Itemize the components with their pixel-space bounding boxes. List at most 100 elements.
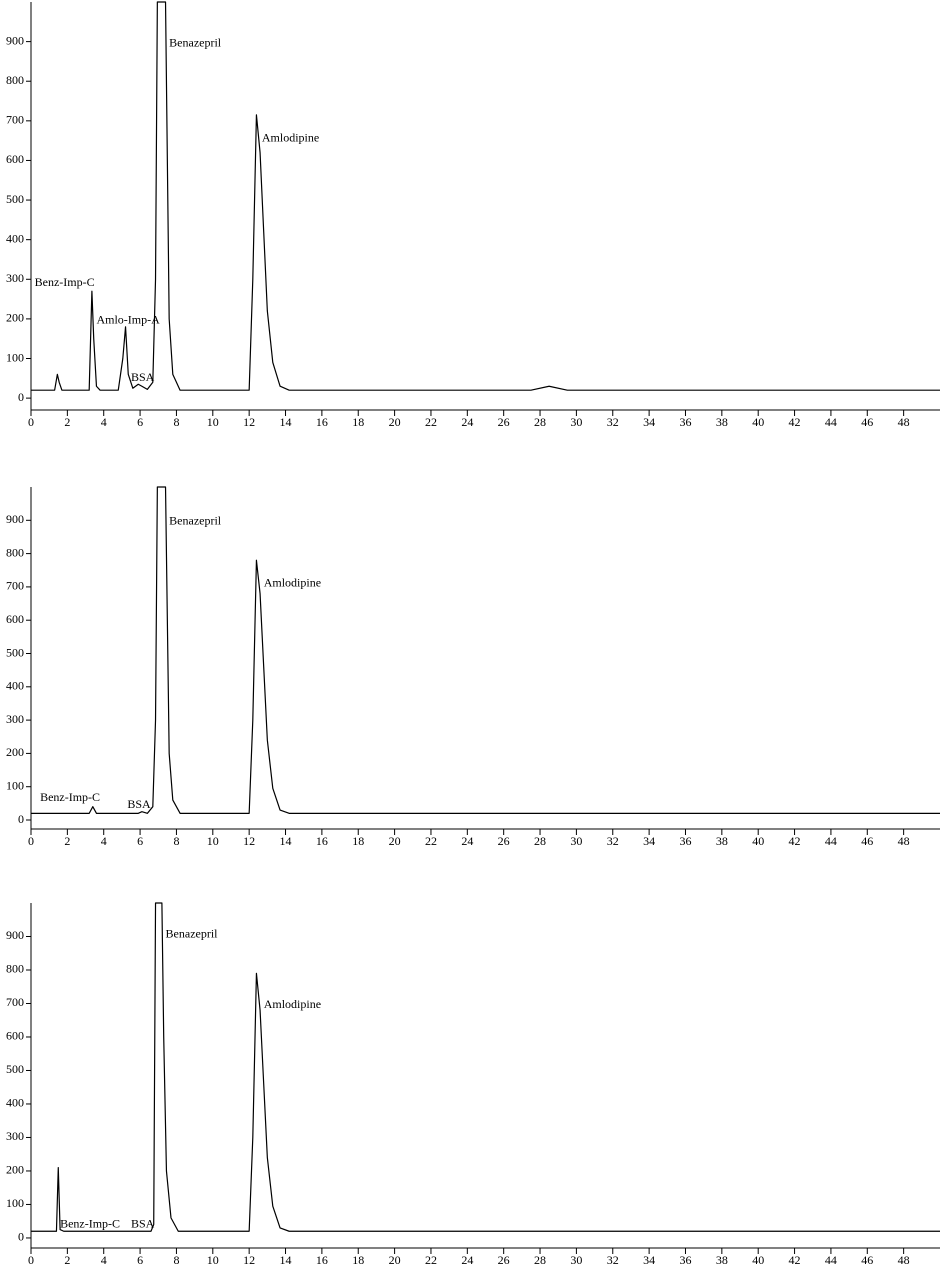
x-tick-label: 0 — [28, 1253, 34, 1267]
y-tick-label: 700 — [6, 995, 24, 1009]
x-tick-label: 40 — [752, 415, 764, 429]
x-tick-label: 14 — [280, 834, 292, 848]
peak-label: Benz-Imp-C — [60, 1216, 120, 1230]
x-tick-label: 20 — [389, 1253, 401, 1267]
x-tick-label: 6 — [137, 415, 143, 429]
peak-label: Amlodipine — [264, 997, 321, 1011]
y-tick-label: 800 — [6, 73, 24, 87]
peak-label: Benazepril — [169, 35, 222, 49]
peak-label: Benazepril — [169, 514, 222, 528]
y-tick-label: 500 — [6, 645, 24, 659]
x-tick-label: 8 — [173, 1253, 179, 1267]
y-tick-label: 100 — [6, 778, 24, 792]
x-tick-label: 28 — [534, 415, 546, 429]
x-tick-label: 38 — [716, 415, 728, 429]
x-tick-label: 42 — [789, 415, 801, 429]
x-tick-label: 24 — [461, 834, 473, 848]
x-tick-label: 10 — [207, 415, 219, 429]
y-tick-label: 900 — [6, 33, 24, 47]
x-tick-label: 22 — [425, 1253, 437, 1267]
y-tick-label: 100 — [6, 350, 24, 364]
x-tick-label: 48 — [898, 834, 910, 848]
x-tick-label: 42 — [789, 834, 801, 848]
trace — [31, 486, 940, 814]
x-tick-label: 34 — [643, 834, 655, 848]
x-tick-label: 22 — [425, 415, 437, 429]
y-tick-label: 0 — [18, 812, 24, 826]
peak-label: Benz-Imp-C — [35, 275, 95, 289]
x-tick-label: 2 — [64, 415, 70, 429]
x-tick-label: 16 — [316, 1253, 328, 1267]
x-tick-label: 22 — [425, 834, 437, 848]
x-tick-label: 10 — [207, 834, 219, 848]
x-tick-label: 12 — [243, 415, 255, 429]
x-tick-label: 16 — [316, 834, 328, 848]
x-tick-label: 30 — [570, 834, 582, 848]
x-tick-label: 46 — [861, 834, 873, 848]
x-tick-label: 44 — [825, 1253, 837, 1267]
x-tick-label: 38 — [716, 834, 728, 848]
x-tick-label: 28 — [534, 1253, 546, 1267]
x-tick-label: 6 — [137, 1253, 143, 1267]
x-tick-label: 4 — [101, 1253, 107, 1267]
x-tick-label: 6 — [137, 834, 143, 848]
trace — [31, 902, 940, 1232]
peak-label: BSA — [131, 1216, 155, 1230]
x-tick-label: 0 — [28, 834, 34, 848]
x-tick-label: 48 — [898, 1253, 910, 1267]
y-tick-label: 700 — [6, 113, 24, 127]
x-tick-label: 42 — [789, 1253, 801, 1267]
y-tick-label: 300 — [6, 712, 24, 726]
x-tick-label: 30 — [570, 1253, 582, 1267]
x-tick-label: 24 — [461, 415, 473, 429]
y-tick-label: 600 — [6, 1029, 24, 1043]
peak-label: Amlo-Imp-A — [96, 313, 160, 327]
y-tick-label: 400 — [6, 1096, 24, 1110]
x-tick-label: 24 — [461, 1253, 473, 1267]
x-tick-label: 40 — [752, 1253, 764, 1267]
x-tick-label: 2 — [64, 1253, 70, 1267]
y-tick-label: 0 — [18, 1230, 24, 1244]
y-tick-label: 300 — [6, 271, 24, 285]
x-tick-label: 20 — [389, 834, 401, 848]
y-tick-label: 500 — [6, 192, 24, 206]
trace — [31, 1, 940, 391]
y-tick-label: 900 — [6, 928, 24, 942]
x-tick-label: 32 — [607, 1253, 619, 1267]
x-tick-label: 18 — [352, 834, 364, 848]
x-tick-label: 14 — [280, 415, 292, 429]
x-tick-label: 20 — [389, 415, 401, 429]
x-tick-label: 34 — [643, 415, 655, 429]
y-tick-label: 800 — [6, 545, 24, 559]
x-tick-label: 38 — [716, 1253, 728, 1267]
y-tick-label: 800 — [6, 962, 24, 976]
x-tick-label: 2 — [64, 834, 70, 848]
peak-label: Amlodipine — [262, 130, 319, 144]
x-tick-label: 12 — [243, 834, 255, 848]
x-tick-label: 36 — [679, 1253, 691, 1267]
x-tick-label: 4 — [101, 834, 107, 848]
y-tick-label: 300 — [6, 1129, 24, 1143]
peak-label: BSA — [131, 370, 155, 384]
peak-label: Amlodipine — [264, 575, 321, 589]
x-tick-label: 26 — [498, 834, 510, 848]
peak-label: Benz-Imp-C — [40, 790, 100, 804]
x-tick-label: 26 — [498, 415, 510, 429]
x-tick-label: 40 — [752, 834, 764, 848]
y-tick-label: 200 — [6, 1163, 24, 1177]
y-tick-label: 200 — [6, 745, 24, 759]
x-tick-label: 0 — [28, 415, 34, 429]
x-tick-label: 12 — [243, 1253, 255, 1267]
x-tick-label: 16 — [316, 415, 328, 429]
x-tick-label: 46 — [861, 415, 873, 429]
x-tick-label: 36 — [679, 834, 691, 848]
x-tick-label: 26 — [498, 1253, 510, 1267]
x-tick-label: 28 — [534, 834, 546, 848]
y-tick-label: 0 — [18, 390, 24, 404]
x-tick-label: 8 — [173, 415, 179, 429]
y-tick-label: 600 — [6, 612, 24, 626]
peak-label: BSA — [127, 797, 151, 811]
x-tick-label: 36 — [679, 415, 691, 429]
x-tick-label: 4 — [101, 415, 107, 429]
